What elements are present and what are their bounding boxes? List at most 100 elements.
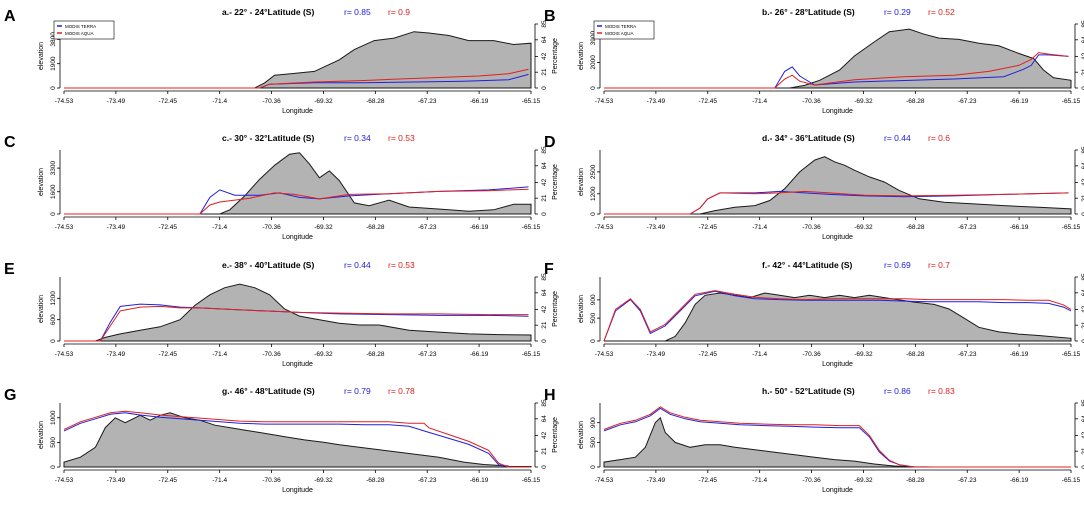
r-aqua-value: r= 0.53 — [388, 133, 415, 143]
y-tick-label-left: 0 — [50, 212, 57, 216]
y-axis-label-right: Percentage — [552, 417, 559, 453]
y-tick-label-left: 500 — [590, 437, 597, 448]
x-axis-label: Longitude — [282, 234, 313, 241]
y-tick-label-right: 21 — [541, 447, 548, 455]
x-tick-label: -74.53 — [595, 224, 614, 231]
x-axis-label: Longitude — [822, 487, 853, 494]
r-aqua-value: r= 0.9 — [388, 7, 410, 17]
r-aqua-value: r= 0.7 — [928, 260, 950, 270]
x-tick-label: -72.45 — [159, 98, 178, 105]
y-tick-label-right: 64 — [1081, 415, 1084, 423]
x-tick-label: -67.23 — [958, 477, 977, 484]
x-tick-label: -65.15 — [522, 98, 541, 105]
x-tick-label: -68.28 — [366, 98, 385, 105]
x-tick-label: -66.19 — [1010, 224, 1029, 231]
x-tick-label: -69.32 — [854, 98, 873, 105]
y-tick-label-left: 0 — [590, 212, 597, 216]
y-axis-label-left: elevation — [38, 42, 45, 70]
x-tick-label: -69.32 — [314, 351, 333, 358]
y-tick-label-left: 1200 — [50, 291, 57, 306]
modis-aqua-line — [64, 68, 529, 89]
legend-label: MODIS TERRA — [65, 24, 96, 29]
x-tick-label: -72.45 — [699, 224, 718, 231]
y-axis-label-left: elevation — [578, 168, 585, 196]
x-tick-label: -68.28 — [366, 224, 385, 231]
x-axis-label: Longitude — [282, 361, 313, 368]
y-axis-label-left: elevation — [578, 42, 585, 70]
x-tick-label: -69.32 — [314, 477, 333, 484]
x-tick-label: -74.53 — [595, 351, 614, 358]
x-tick-label: -69.32 — [314, 98, 333, 105]
y-tick-label-right: 64 — [1081, 162, 1084, 170]
y-tick-label-right: 64 — [541, 289, 548, 297]
y-tick-label-right: 85 — [1081, 399, 1084, 407]
x-tick-label: -73.49 — [647, 351, 666, 358]
x-tick-label: -67.23 — [958, 351, 977, 358]
x-tick-label: -74.53 — [595, 98, 614, 105]
panel-title: b.- 26° - 28°Latitude (S) — [762, 7, 855, 17]
y-tick-label-right: 85 — [1081, 20, 1084, 28]
r-terra-value: r= 0.44 — [344, 260, 371, 270]
y-tick-label-right: 42 — [1081, 431, 1084, 439]
x-tick-label: -67.23 — [418, 477, 437, 484]
x-tick-label: -66.19 — [470, 477, 489, 484]
x-tick-label: -67.23 — [418, 224, 437, 231]
y-tick-label-right: 85 — [1081, 146, 1084, 154]
x-tick-label: -71.4 — [212, 351, 227, 358]
panel-title: e.- 38° - 40°Latitude (S) — [222, 260, 314, 270]
y-tick-label-right: 21 — [541, 194, 548, 202]
y-tick-label-right: 0 — [541, 86, 548, 90]
x-tick-label: -65.15 — [1062, 351, 1081, 358]
r-terra-value: r= 0.34 — [344, 133, 371, 143]
x-tick-label: -66.19 — [470, 224, 489, 231]
x-tick-label: -69.32 — [854, 224, 873, 231]
y-tick-label-left: 500 — [50, 437, 57, 448]
x-tick-label: -68.28 — [906, 224, 925, 231]
x-axis-label: Longitude — [822, 234, 853, 241]
y-tick-label-left: 600 — [50, 314, 57, 325]
x-tick-label: -70.36 — [262, 351, 281, 358]
y-axis-label-left: elevation — [578, 295, 585, 323]
elevation-area — [64, 31, 532, 89]
y-tick-label-right: 21 — [1081, 68, 1084, 76]
r-terra-value: r= 0.69 — [884, 260, 911, 270]
y-tick-label-right: 42 — [541, 178, 548, 186]
panel-letter: D — [544, 134, 556, 151]
y-tick-label-right: 0 — [541, 339, 548, 343]
legend-label: MODIS AQUA — [605, 31, 634, 36]
x-tick-label: -66.19 — [470, 98, 489, 105]
r-aqua-value: r= 0.83 — [928, 386, 955, 396]
y-tick-label-left: 900 — [590, 417, 597, 428]
x-tick-label: -71.4 — [752, 98, 767, 105]
x-tick-label: -73.49 — [107, 351, 126, 358]
y-tick-label-left: 0 — [590, 465, 597, 469]
x-tick-label: -68.28 — [366, 477, 385, 484]
y-tick-label-left: 3300 — [50, 160, 57, 175]
r-aqua-value: r= 0.78 — [388, 386, 415, 396]
y-tick-label-left: 0 — [590, 86, 597, 90]
y-tick-label-right: 85 — [1081, 273, 1084, 281]
y-tick-label-right: 85 — [541, 273, 548, 281]
y-tick-label-right: 0 — [1081, 86, 1084, 90]
y-axis-label-right: Percentage — [552, 291, 559, 327]
elevation-area — [604, 292, 1072, 342]
panel-title: c.- 30° - 32°Latitude (S) — [222, 133, 314, 143]
x-tick-label: -65.15 — [522, 224, 541, 231]
panel-title: g.- 46° - 48°Latitude (S) — [222, 386, 315, 396]
r-terra-value: r= 0.85 — [344, 7, 371, 17]
x-tick-label: -74.53 — [55, 477, 74, 484]
modis-terra-line — [603, 290, 1072, 342]
y-tick-label-right: 64 — [1081, 36, 1084, 44]
modis-aqua-line — [64, 188, 529, 215]
x-tick-label: -68.28 — [906, 351, 925, 358]
x-tick-label: -70.36 — [802, 477, 821, 484]
x-tick-label: -70.36 — [262, 477, 281, 484]
y-tick-label-left: 0 — [50, 339, 57, 343]
x-tick-label: -69.32 — [314, 224, 333, 231]
y-tick-label-right: 85 — [541, 399, 548, 407]
